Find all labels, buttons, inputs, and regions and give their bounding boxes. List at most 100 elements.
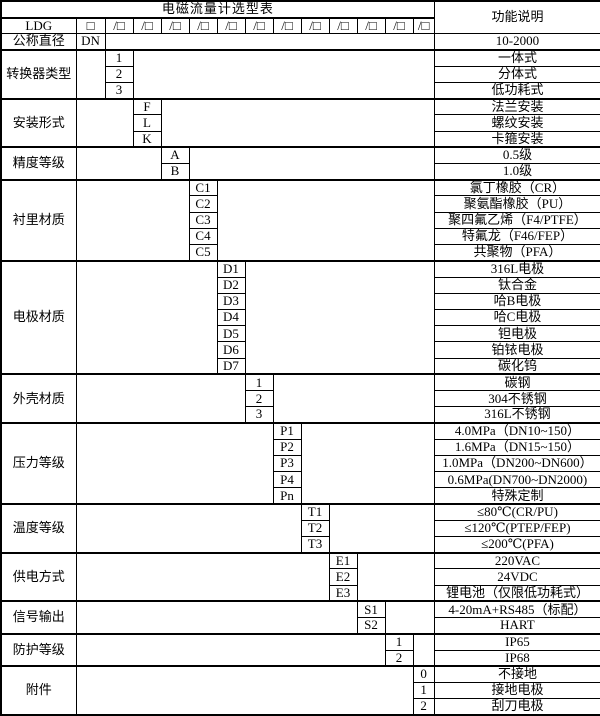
option-description: 特殊定制 xyxy=(433,487,600,505)
section-label-power-supply: 供电方式 xyxy=(0,551,77,602)
option-description: 聚氨酯橡胶（PU） xyxy=(433,195,600,213)
section-label-signal-output: 信号输出 xyxy=(0,600,77,635)
spacer-cell xyxy=(104,33,435,51)
section-label-temperature-rating: 温度等级 xyxy=(0,503,77,554)
spacer-cell xyxy=(75,503,302,554)
option-description: 一体式 xyxy=(433,48,600,67)
option-description: 0.6MPa(DN700~DN2000) xyxy=(433,471,600,489)
option-description: 316L电极 xyxy=(433,259,600,278)
model-code-slot: /□ xyxy=(300,16,330,35)
spacer-cell xyxy=(160,97,435,148)
option-description: 1.6MPa（DN15~150） xyxy=(433,438,600,456)
option-description: 10-2000 xyxy=(433,33,600,51)
option-code: D1 xyxy=(216,259,246,278)
option-code: C1 xyxy=(188,178,218,197)
option-code: 2 xyxy=(244,390,274,408)
model-code-slot: /□ xyxy=(244,16,274,35)
option-description: 钽电极 xyxy=(433,325,600,343)
option-code: E3 xyxy=(328,584,358,602)
model-code-slot: /□ xyxy=(328,16,358,35)
table-title: 电磁流量计选型表 xyxy=(0,0,435,19)
option-description: 法兰安装 xyxy=(433,97,600,116)
model-code-prefix: LDG xyxy=(0,16,77,35)
option-code: DN xyxy=(75,33,106,51)
option-code: A xyxy=(160,146,190,164)
spacer-cell xyxy=(300,421,435,505)
option-code: C4 xyxy=(188,227,218,246)
section-label-nominal-diameter: 公称直径 xyxy=(0,33,77,51)
model-code-slot: /□ xyxy=(216,16,246,35)
option-description: 铂铱电极 xyxy=(433,341,600,359)
spacer-cell xyxy=(75,259,218,375)
option-code: D2 xyxy=(216,276,246,294)
option-code: P3 xyxy=(272,454,302,473)
option-description: 0.5级 xyxy=(433,146,600,164)
option-code: D4 xyxy=(216,308,246,327)
option-description: 刮刀电极 xyxy=(433,698,600,716)
option-code: 2 xyxy=(384,649,414,667)
model-code-slot: /□ xyxy=(104,16,134,35)
option-description: 接地电极 xyxy=(433,681,600,700)
section-label-electrode-material: 电极材质 xyxy=(0,259,77,375)
option-code: E1 xyxy=(328,551,358,570)
spacer-cell xyxy=(244,259,435,375)
model-code-slot: /□ xyxy=(272,16,302,35)
spacer-cell xyxy=(75,146,162,181)
option-description: 316L不锈钢 xyxy=(433,406,600,424)
option-code: B xyxy=(160,162,190,181)
option-code: T3 xyxy=(300,536,330,554)
option-description: 特氟龙（F46/FEP） xyxy=(433,227,600,246)
option-description: 碳化钨 xyxy=(433,357,600,375)
option-description: 氯丁橡胶（CR） xyxy=(433,178,600,197)
option-description: ≤120℃(PTEP/FEP) xyxy=(433,519,600,538)
spacer-cell xyxy=(384,600,435,635)
option-code: 2 xyxy=(412,698,435,716)
option-code: S1 xyxy=(356,600,386,619)
spacer-cell xyxy=(75,665,414,716)
option-description: 24VDC xyxy=(433,568,600,586)
option-code: L xyxy=(132,114,162,132)
option-description: 不接地 xyxy=(433,665,600,683)
option-description: 哈B电极 xyxy=(433,292,600,310)
option-description: 哈C电极 xyxy=(433,308,600,327)
section-label-accessories: 附件 xyxy=(0,665,77,716)
section-label-protection-rating: 防护等级 xyxy=(0,632,77,667)
option-code: 1 xyxy=(244,373,274,392)
spacer-cell xyxy=(75,421,274,505)
spacer-cell xyxy=(75,178,190,262)
section-label-accuracy-grade: 精度等级 xyxy=(0,146,77,181)
spacer-cell xyxy=(75,632,386,667)
model-code-first-slot: □ xyxy=(75,16,106,35)
section-label-installation-type: 安装形式 xyxy=(0,97,77,148)
model-code-slot: /□ xyxy=(356,16,386,35)
spacer-cell xyxy=(75,48,106,100)
option-description: 4.0MPa（DN10~150） xyxy=(433,421,600,440)
option-description: 220VAC xyxy=(433,551,600,570)
option-description: IP68 xyxy=(433,649,600,667)
spacer-cell xyxy=(188,146,435,181)
model-code-slot: /□ xyxy=(132,16,162,35)
function-description-header: 功能说明 xyxy=(433,0,600,35)
section-label-pressure-rating: 压力等级 xyxy=(0,421,77,505)
model-code-slot: /□ xyxy=(412,16,435,35)
model-code-slot: /□ xyxy=(384,16,414,35)
option-description: 共聚物（PFA） xyxy=(433,244,600,262)
option-description: 锂电池（仅限低功耗式） xyxy=(433,584,600,602)
model-code-slot: /□ xyxy=(188,16,218,35)
option-code: T2 xyxy=(300,519,330,538)
option-code: D7 xyxy=(216,357,246,375)
option-code: P1 xyxy=(272,421,302,440)
option-description: 304不锈钢 xyxy=(433,390,600,408)
option-code: P4 xyxy=(272,471,302,489)
option-description: 分体式 xyxy=(433,65,600,83)
option-description: 卡箍安装 xyxy=(433,130,600,148)
option-code: D3 xyxy=(216,292,246,310)
spacer-cell xyxy=(356,551,435,602)
option-code: C5 xyxy=(188,244,218,262)
option-code: F xyxy=(132,97,162,116)
option-description: HART xyxy=(433,617,600,635)
option-code: S2 xyxy=(356,617,386,635)
option-code: D6 xyxy=(216,341,246,359)
option-description: 螺纹安装 xyxy=(433,114,600,132)
section-label-liner-material: 衬里材质 xyxy=(0,178,77,262)
